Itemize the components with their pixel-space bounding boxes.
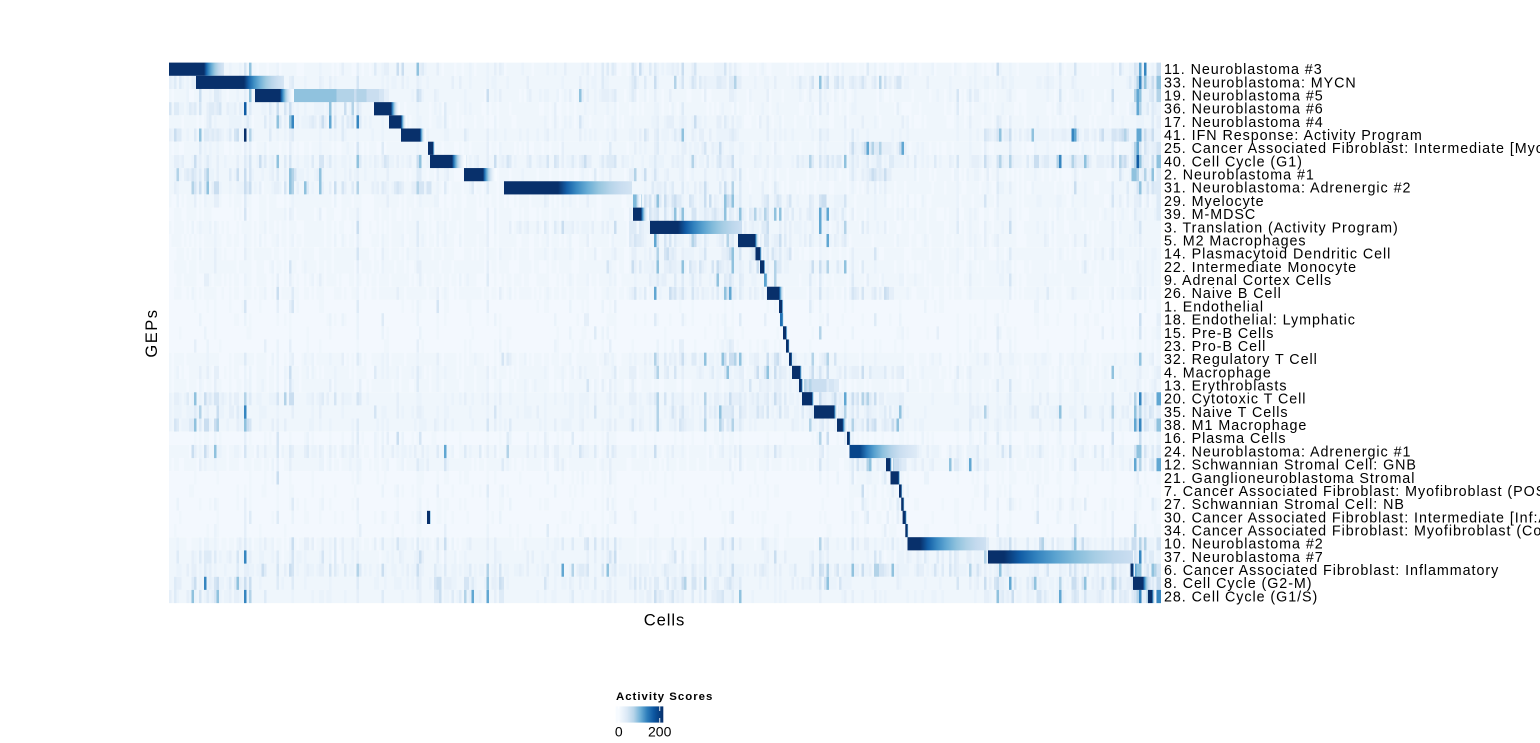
svg-text:20. Cytotoxic T Cell: 20. Cytotoxic T Cell xyxy=(1164,392,1306,408)
svg-text:8. Cell Cycle (G2-M): 8. Cell Cycle (G2-M) xyxy=(1164,576,1312,592)
svg-text:9. Adrenal Cortex Cells: 9. Adrenal Cortex Cells xyxy=(1164,273,1332,289)
svg-text:22. Intermediate Monocyte: 22. Intermediate Monocyte xyxy=(1164,260,1357,276)
svg-text:1. Endothelial: 1. Endothelial xyxy=(1164,299,1264,315)
svg-text:29. Myelocyte: 29. Myelocyte xyxy=(1164,194,1265,210)
svg-text:31. Neuroblastoma: Adrenergic: 31. Neuroblastoma: Adrenergic #2 xyxy=(1164,181,1411,197)
svg-text:14. Plasmacytoid Dendritic Cel: 14. Plasmacytoid Dendritic Cell xyxy=(1164,247,1391,263)
svg-text:26. Naive B Cell: 26. Naive B Cell xyxy=(1164,286,1282,302)
svg-text:GEPs: GEPs xyxy=(143,308,161,357)
svg-text:3. Translation (Activity Progr: 3. Translation (Activity Program) xyxy=(1164,220,1399,236)
svg-text:36. Neuroblastoma #6: 36. Neuroblastoma #6 xyxy=(1164,102,1324,118)
svg-text:33. Neuroblastoma: MYCN: 33. Neuroblastoma: MYCN xyxy=(1164,75,1357,91)
svg-text:40. Cell Cycle (G1): 40. Cell Cycle (G1) xyxy=(1164,154,1303,170)
svg-text:0: 0 xyxy=(615,723,623,739)
svg-text:200: 200 xyxy=(648,723,672,739)
svg-text:13. Erythroblasts: 13. Erythroblasts xyxy=(1164,379,1287,395)
svg-text:25. Cancer Associated Fibrobla: 25. Cancer Associated Fibroblast: Interm… xyxy=(1164,141,1540,157)
svg-text:21. Ganglioneuroblastoma Strom: 21. Ganglioneuroblastoma Stromal xyxy=(1164,471,1415,487)
svg-text:7. Cancer Associated Fibroblas: 7. Cancer Associated Fibroblast: Myofibr… xyxy=(1164,484,1540,500)
svg-text:2. Neuroblastoma #1: 2. Neuroblastoma #1 xyxy=(1164,168,1315,184)
svg-text:41. IFN Response: Activity Pro: 41. IFN Response: Activity Program xyxy=(1164,128,1423,144)
svg-text:11. Neuroblastoma #3: 11. Neuroblastoma #3 xyxy=(1164,62,1323,78)
svg-text:27. Schwannian Stromal Cell: N: 27. Schwannian Stromal Cell: NB xyxy=(1164,497,1405,513)
svg-text:39. M-MDSC: 39. M-MDSC xyxy=(1164,207,1256,223)
svg-text:6. Cancer Associated Fibroblas: 6. Cancer Associated Fibroblast: Inflamm… xyxy=(1164,563,1499,579)
svg-text:34. Cancer Associated Fibrobla: 34. Cancer Associated Fibroblast: Myofib… xyxy=(1164,524,1540,540)
svg-text:12. Schwannian Stromal Cell: G: 12. Schwannian Stromal Cell: GNB xyxy=(1164,458,1417,474)
svg-text:Activity Scores: Activity Scores xyxy=(616,691,713,703)
svg-text:32. Regulatory T Cell: 32. Regulatory T Cell xyxy=(1164,352,1318,368)
svg-text:10. Neuroblastoma #2: 10. Neuroblastoma #2 xyxy=(1164,537,1324,553)
svg-text:23. Pro-B Cell: 23. Pro-B Cell xyxy=(1164,339,1266,355)
svg-text:15. Pre-B Cells: 15. Pre-B Cells xyxy=(1164,326,1274,342)
svg-text:28. Cell Cycle (G1/S): 28. Cell Cycle (G1/S) xyxy=(1164,589,1318,605)
svg-text:37. Neuroblastoma #7: 37. Neuroblastoma #7 xyxy=(1164,550,1324,566)
svg-text:17. Neuroblastoma #4: 17. Neuroblastoma #4 xyxy=(1164,115,1324,131)
svg-text:Cells: Cells xyxy=(644,611,685,630)
svg-text:24. Neuroblastoma: Adrenergic: 24. Neuroblastoma: Adrenergic #1 xyxy=(1164,444,1411,460)
svg-text:16. Plasma Cells: 16. Plasma Cells xyxy=(1164,431,1286,447)
svg-text:4. Macrophage: 4. Macrophage xyxy=(1164,365,1272,381)
svg-text:38. M1 Macrophage: 38. M1 Macrophage xyxy=(1164,418,1307,434)
svg-text:35. Naive T Cells: 35. Naive T Cells xyxy=(1164,405,1289,421)
svg-text:18. Endothelial: Lymphatic: 18. Endothelial: Lymphatic xyxy=(1164,313,1356,329)
svg-text:5. M2 Macrophages: 5. M2 Macrophages xyxy=(1164,234,1307,250)
svg-text:30. Cancer Associated Fibrobla: 30. Cancer Associated Fibroblast: Interm… xyxy=(1164,510,1540,526)
svg-text:19. Neuroblastoma #5: 19. Neuroblastoma #5 xyxy=(1164,89,1324,105)
